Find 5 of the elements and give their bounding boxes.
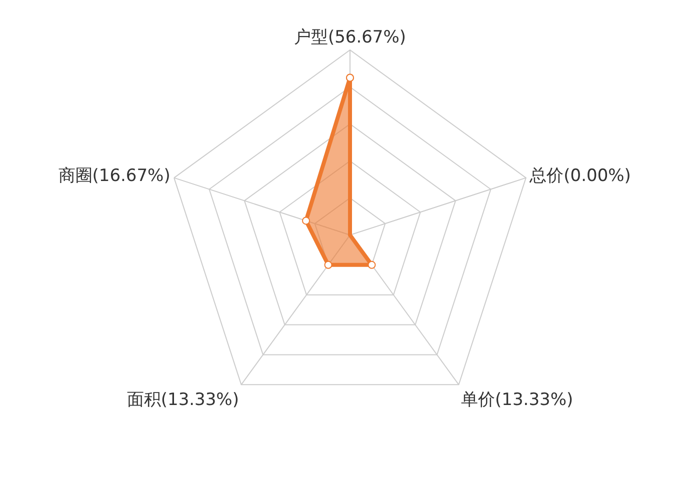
spoke-label: 商圈(16.67%): [58, 166, 170, 186]
spoke-label: 单价(13.33%): [461, 390, 574, 410]
spoke-label: 面积(13.33%): [126, 390, 239, 410]
spoke-label: 总价(0.00%): [528, 166, 631, 186]
spoke-label: 户型(56.67%): [294, 28, 406, 48]
